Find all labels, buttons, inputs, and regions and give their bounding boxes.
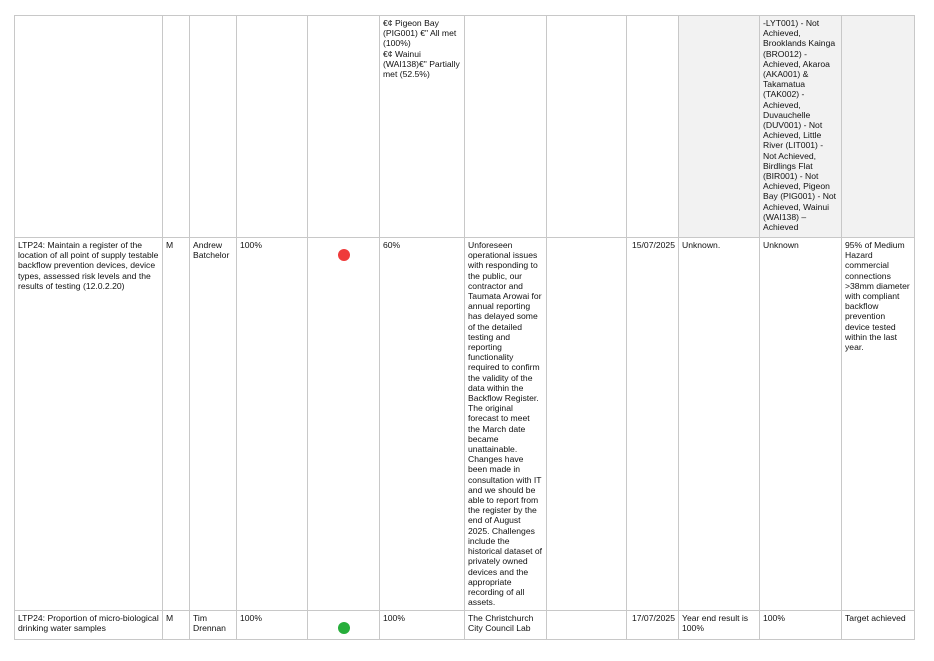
commentary-cell: [464, 15, 547, 238]
status-cell: [307, 15, 380, 238]
commentary-cell: The Christchurch City Council Lab: [464, 610, 547, 640]
target-line: €¢ Wainui (WAI138)€" Partially met (52.5…: [383, 48, 463, 80]
extra-cell: [546, 610, 627, 640]
owner-cell: [189, 15, 237, 238]
target-text-cell: [841, 15, 915, 238]
completion-cell: 100%: [236, 237, 308, 611]
prior-result-cell: Year end result is 100%: [678, 610, 760, 640]
owner-cell: Andrew Batchelor: [189, 237, 237, 611]
prior-result-cell: Unknown.: [678, 237, 760, 611]
status-cell: [307, 610, 380, 640]
target-line: €¢ Pigeon Bay (PIG001) €" All met (100%): [383, 18, 459, 49]
measure-cell: [14, 15, 163, 238]
status-cell: [307, 237, 380, 611]
result-cell: -LYT001) - Not Achieved, Brooklands Kain…: [759, 15, 842, 238]
target-cell: 100%: [379, 610, 465, 640]
measure-cell: LTP24: Maintain a register of the locati…: [14, 237, 163, 611]
result-cell: 100%: [759, 610, 842, 640]
status-green-icon: [337, 622, 350, 634]
completion-cell: [236, 15, 308, 238]
table-row: LTP24: Maintain a register of the locati…: [14, 237, 915, 611]
priority-cell: M: [162, 237, 190, 611]
commentary-cell: Unforeseen operational issues with respo…: [464, 237, 547, 611]
result-cell: Unknown: [759, 237, 842, 611]
date-cell: 17/07/2025: [626, 610, 679, 640]
owner-cell: Tim Drennan: [189, 610, 237, 640]
date-cell: 15/07/2025: [626, 237, 679, 611]
completion-cell: 100%: [236, 610, 308, 640]
extra-cell: [546, 15, 627, 238]
target-cell: 60%: [379, 237, 465, 611]
prior-result-cell: [678, 15, 760, 238]
table-row: LTP24: Proportion of micro-biological dr…: [14, 610, 915, 640]
target-text-cell: Target achieved: [841, 610, 915, 640]
priority-cell: M: [162, 610, 190, 640]
table-row: €¢ Pigeon Bay (PIG001) €" All met (100%)…: [14, 15, 915, 238]
priority-cell: [162, 15, 190, 238]
date-cell: [626, 15, 679, 238]
measure-cell: LTP24: Proportion of micro-biological dr…: [14, 610, 163, 640]
target-text-cell: 95% of Medium Hazard commercial connecti…: [841, 237, 915, 611]
status-red-icon: [337, 249, 350, 261]
performance-table: €¢ Pigeon Bay (PIG001) €" All met (100%)…: [14, 15, 915, 640]
extra-cell: [546, 237, 627, 611]
target-cell: €¢ Pigeon Bay (PIG001) €" All met (100%)…: [379, 15, 465, 238]
